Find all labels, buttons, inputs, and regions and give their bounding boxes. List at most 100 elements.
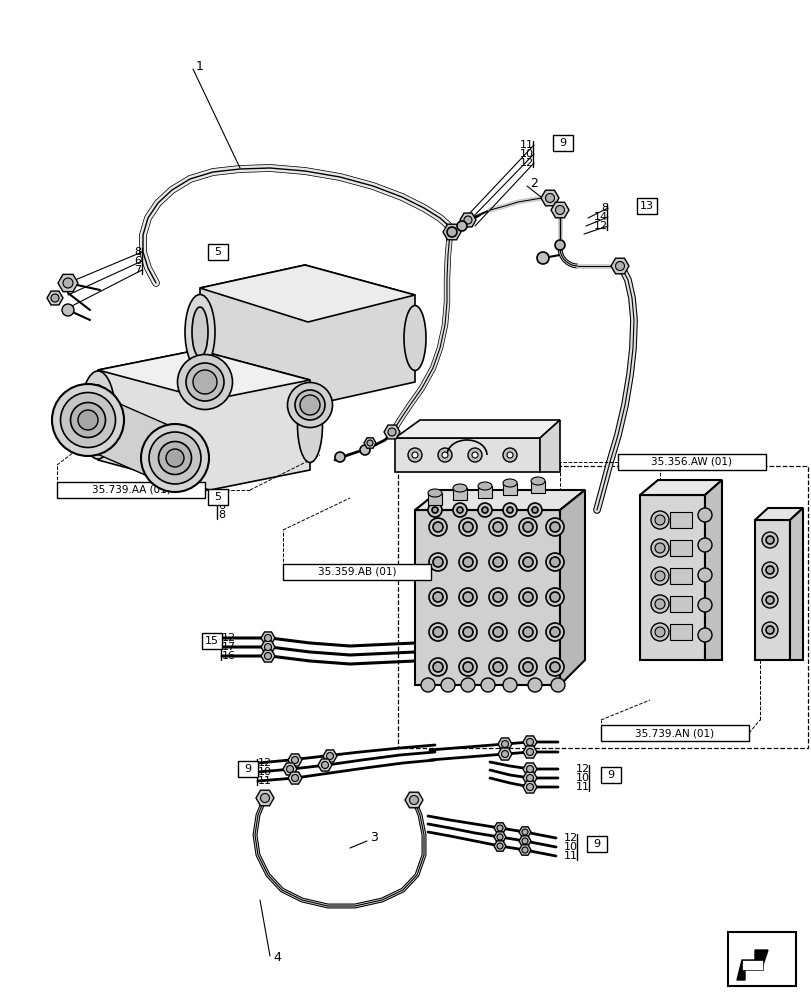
Circle shape	[463, 216, 471, 224]
Circle shape	[407, 448, 422, 462]
Circle shape	[458, 658, 476, 676]
Text: 10: 10	[564, 842, 577, 852]
Circle shape	[492, 522, 502, 532]
Text: 9: 9	[244, 764, 251, 774]
Circle shape	[545, 588, 564, 606]
Circle shape	[527, 503, 541, 517]
Circle shape	[650, 595, 668, 613]
Polygon shape	[478, 486, 491, 498]
Circle shape	[264, 635, 271, 642]
Circle shape	[420, 678, 435, 692]
Text: 6: 6	[217, 501, 225, 511]
Circle shape	[446, 227, 457, 237]
Circle shape	[650, 623, 668, 641]
Text: 8: 8	[134, 247, 141, 257]
Ellipse shape	[287, 382, 332, 428]
Text: 12: 12	[575, 764, 590, 774]
FancyBboxPatch shape	[238, 761, 258, 777]
Circle shape	[526, 738, 533, 746]
Text: 4: 4	[272, 951, 281, 964]
Polygon shape	[497, 738, 512, 750]
Polygon shape	[518, 827, 530, 837]
Circle shape	[264, 652, 271, 660]
Circle shape	[526, 765, 533, 772]
Polygon shape	[497, 748, 512, 760]
Polygon shape	[551, 202, 569, 218]
Polygon shape	[88, 390, 175, 488]
FancyBboxPatch shape	[600, 725, 748, 741]
Circle shape	[321, 762, 328, 768]
Circle shape	[458, 588, 476, 606]
Circle shape	[697, 628, 711, 642]
Polygon shape	[460, 213, 475, 227]
FancyBboxPatch shape	[552, 135, 573, 151]
Ellipse shape	[297, 387, 322, 462]
FancyBboxPatch shape	[669, 596, 691, 612]
Circle shape	[411, 452, 418, 458]
Circle shape	[488, 588, 506, 606]
Circle shape	[522, 662, 532, 672]
Circle shape	[697, 568, 711, 582]
Circle shape	[765, 596, 773, 604]
Circle shape	[496, 834, 502, 840]
Circle shape	[526, 748, 533, 756]
Circle shape	[536, 252, 548, 264]
Circle shape	[478, 503, 491, 517]
Circle shape	[432, 592, 443, 602]
FancyBboxPatch shape	[202, 633, 221, 649]
Circle shape	[488, 553, 506, 571]
FancyBboxPatch shape	[208, 489, 228, 505]
Circle shape	[462, 627, 473, 637]
Ellipse shape	[61, 392, 115, 448]
Circle shape	[428, 588, 446, 606]
Circle shape	[326, 752, 333, 760]
Circle shape	[462, 557, 473, 567]
Polygon shape	[741, 960, 762, 970]
Text: 12: 12	[258, 758, 272, 768]
Ellipse shape	[478, 482, 491, 490]
Polygon shape	[493, 832, 505, 842]
FancyBboxPatch shape	[669, 540, 691, 556]
Text: 12: 12	[519, 158, 534, 168]
Circle shape	[359, 445, 370, 455]
Polygon shape	[639, 495, 704, 660]
Circle shape	[526, 783, 533, 790]
Circle shape	[299, 395, 320, 415]
Circle shape	[761, 532, 777, 548]
Polygon shape	[260, 632, 275, 644]
Text: 17: 17	[221, 642, 236, 652]
Text: 35.359.AB (01): 35.359.AB (01)	[317, 567, 396, 577]
Ellipse shape	[294, 390, 324, 420]
Circle shape	[522, 557, 532, 567]
Circle shape	[458, 623, 476, 641]
Circle shape	[432, 662, 443, 672]
Polygon shape	[502, 483, 517, 495]
Polygon shape	[363, 438, 375, 448]
FancyBboxPatch shape	[208, 244, 228, 260]
Circle shape	[765, 536, 773, 544]
Circle shape	[549, 627, 560, 637]
Text: 7: 7	[134, 265, 141, 275]
Circle shape	[654, 543, 664, 553]
Circle shape	[453, 503, 466, 517]
Text: 11: 11	[258, 776, 272, 786]
Polygon shape	[610, 258, 629, 274]
Circle shape	[496, 843, 502, 849]
Circle shape	[367, 440, 372, 446]
Polygon shape	[323, 750, 337, 762]
Polygon shape	[754, 520, 789, 660]
Circle shape	[427, 503, 441, 517]
Text: 13: 13	[639, 201, 653, 211]
Circle shape	[765, 566, 773, 574]
Polygon shape	[518, 836, 530, 846]
Polygon shape	[522, 763, 536, 775]
Polygon shape	[789, 508, 802, 660]
Circle shape	[502, 448, 517, 462]
Circle shape	[761, 562, 777, 578]
Circle shape	[526, 774, 533, 781]
Circle shape	[761, 622, 777, 638]
Circle shape	[506, 452, 513, 458]
Ellipse shape	[148, 432, 201, 484]
Circle shape	[549, 662, 560, 672]
Circle shape	[432, 522, 443, 532]
